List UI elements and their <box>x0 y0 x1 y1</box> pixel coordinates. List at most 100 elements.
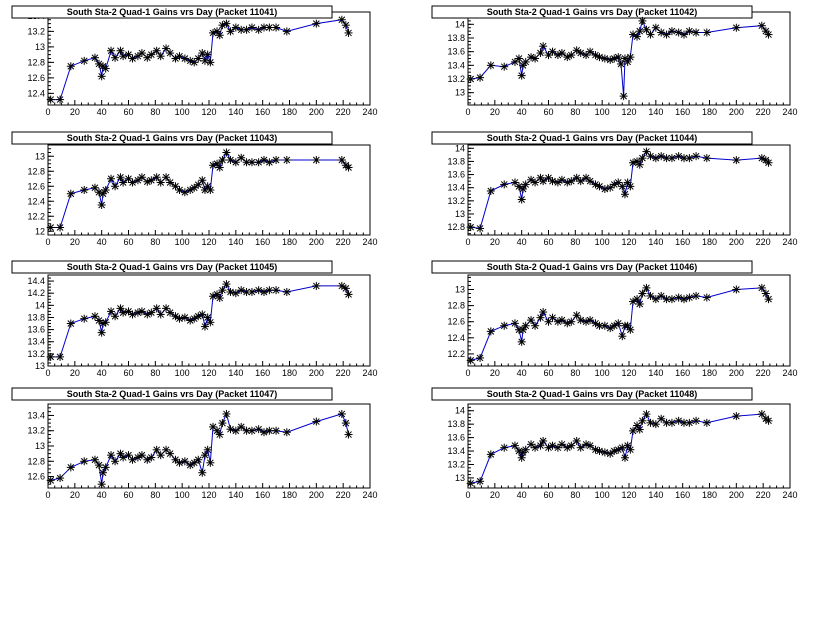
data-point <box>46 352 55 361</box>
data-point <box>486 450 495 459</box>
data-point <box>80 186 89 194</box>
data-point <box>97 72 106 81</box>
y-tick-label: 14.4 <box>27 276 45 286</box>
x-tick-label: 180 <box>702 368 717 378</box>
data-point <box>218 419 227 428</box>
data-point <box>175 458 184 467</box>
data-point <box>206 58 215 67</box>
data-point <box>576 316 585 325</box>
chart-title-box <box>431 260 753 274</box>
data-point <box>133 453 142 462</box>
data-point <box>651 23 660 32</box>
data-point <box>46 223 55 232</box>
x-tick-label: 40 <box>517 107 527 117</box>
data-point <box>222 148 231 157</box>
data-point <box>667 27 676 36</box>
data-point <box>626 445 635 454</box>
x-tick-label: 20 <box>70 490 80 500</box>
data-point <box>101 463 110 472</box>
data-point <box>680 154 689 163</box>
data-point <box>147 50 156 59</box>
x-tick-label: 200 <box>729 368 744 378</box>
data-point <box>486 186 495 195</box>
data-point <box>152 46 161 55</box>
y-tick-label: 13 <box>35 42 45 52</box>
data-point <box>764 158 773 167</box>
data-point <box>337 15 346 24</box>
x-tick-label: 180 <box>702 107 717 117</box>
chart-panel-8: 0 20 40 60 80 100 120 140 160 180 200 220 240 13 13.2 1… <box>431 387 798 500</box>
x-tick-label: 180 <box>282 368 297 378</box>
x-tick-label: 20 <box>70 237 80 247</box>
data-point <box>226 287 235 296</box>
y-tick-label: 12.2 <box>447 349 465 359</box>
data-point <box>171 455 180 464</box>
chart-title-box <box>11 260 333 274</box>
data-point <box>595 53 604 62</box>
data-point <box>341 284 350 293</box>
data-point <box>97 201 106 209</box>
data-point <box>97 328 106 337</box>
x-tick-label: 0 <box>45 237 50 247</box>
y-tick-label: 13.4 <box>27 410 45 420</box>
data-point <box>635 160 644 169</box>
data-point <box>56 352 65 361</box>
data-point <box>133 176 142 185</box>
data-point <box>137 451 146 460</box>
data-point <box>203 313 212 322</box>
data-point <box>97 480 106 489</box>
data-point <box>638 154 647 163</box>
chart-title: South Sta-2 Quad-1 Gains vrs Day (Packet… <box>67 133 278 143</box>
data-point <box>514 182 523 191</box>
data-point <box>685 27 694 36</box>
data-point <box>531 321 540 330</box>
y-tick-label: 13.4 <box>27 337 45 347</box>
data-point <box>226 425 235 434</box>
data-point <box>626 182 635 191</box>
data-point <box>600 185 609 194</box>
data-point <box>237 422 246 431</box>
data-point <box>557 175 566 184</box>
data-point <box>623 321 632 330</box>
y-tick-label: 13.2 <box>27 349 45 359</box>
x-tick-label: 220 <box>336 368 351 378</box>
data-point <box>162 173 171 182</box>
data-point <box>237 25 246 34</box>
data-point <box>166 449 175 458</box>
x-tick-label: 0 <box>465 368 470 378</box>
y-tick-label: 13.4 <box>447 183 465 193</box>
data-point <box>702 28 711 37</box>
data-point <box>531 54 540 63</box>
y-tick-label: 13 <box>35 361 45 371</box>
x-tick-label: 120 <box>201 368 216 378</box>
x-tick-label: 240 <box>362 490 377 500</box>
data-point <box>206 318 215 327</box>
data-point <box>629 426 638 435</box>
data-point <box>242 158 251 167</box>
data-point <box>519 325 528 334</box>
data-point <box>337 409 346 418</box>
chart-title: South Sta-2 Quad-1 Gains vrs Day (Packet… <box>487 262 698 272</box>
data-point <box>572 311 581 320</box>
data-point <box>90 53 99 62</box>
data-point <box>137 173 146 182</box>
data-point <box>101 186 110 194</box>
x-tick-label: 100 <box>175 237 190 247</box>
x-tick-label: 60 <box>543 237 553 247</box>
x-tick-label: 80 <box>570 237 580 247</box>
data-point <box>572 436 581 445</box>
data-point <box>685 418 694 427</box>
data-point <box>260 428 269 437</box>
x-tick-label: 200 <box>309 107 324 117</box>
x-tick-label: 220 <box>336 490 351 500</box>
data-point <box>757 21 766 30</box>
data-point <box>200 322 209 331</box>
x-tick-label: 240 <box>782 107 797 117</box>
series-line <box>50 412 349 485</box>
data-point <box>527 175 536 184</box>
data-point <box>203 182 212 191</box>
data-point <box>619 92 628 101</box>
x-tick-label: 20 <box>70 368 80 378</box>
data-point <box>466 356 475 365</box>
y-tick-label: 13.8 <box>447 156 465 166</box>
